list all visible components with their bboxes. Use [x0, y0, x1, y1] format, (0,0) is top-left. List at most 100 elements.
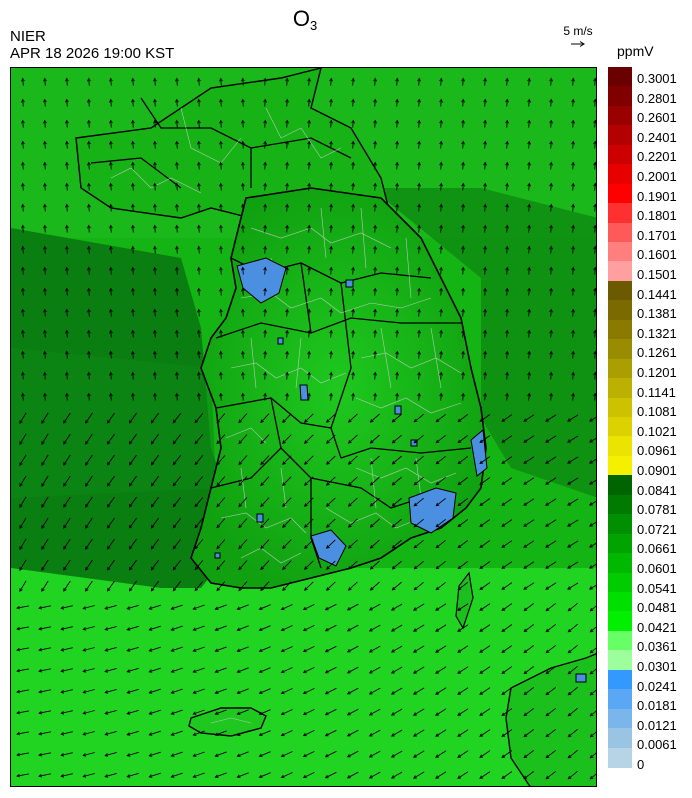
wind-arrowhead — [368, 733, 373, 737]
wind-arrow — [479, 687, 491, 695]
wind-arrowhead — [38, 710, 43, 715]
wind-arrow — [528, 162, 530, 170]
wind-arrowhead — [527, 119, 531, 124]
wind-arrowhead — [368, 691, 373, 695]
wind-arrowhead — [523, 586, 528, 590]
wind-arrow — [352, 372, 354, 380]
wind-arrow — [171, 646, 183, 652]
wind-arrow — [264, 162, 266, 170]
wind-arrowhead — [351, 140, 355, 145]
wind-arrowhead — [567, 418, 571, 422]
wind-arrowhead — [41, 546, 45, 550]
wind-arrowhead — [148, 606, 153, 610]
wind-arrowhead — [43, 392, 47, 397]
wind-arrow — [176, 246, 178, 254]
wind-arrowhead — [263, 308, 267, 313]
wind-arrowhead — [219, 203, 223, 208]
wind-arrow — [264, 351, 266, 359]
wind-arrowhead — [216, 524, 221, 529]
wind-arrow — [572, 267, 574, 275]
wind-arrow — [39, 626, 51, 630]
wind-arrowhead — [241, 119, 245, 124]
wind-arrow — [396, 162, 398, 170]
wind-arrow — [325, 645, 337, 653]
wind-arrow — [39, 731, 51, 735]
wind-arrow — [308, 162, 310, 170]
wind-arrowhead — [369, 523, 374, 528]
wind-arrowhead — [43, 140, 47, 145]
wind-arrow — [330, 267, 332, 275]
wind-arrowhead — [435, 733, 439, 737]
wind-arrow — [436, 497, 446, 507]
wind-arrowhead — [104, 732, 109, 736]
wind-arrowhead — [390, 775, 395, 779]
wind-arrow — [154, 393, 156, 401]
wind-arrowhead — [109, 161, 113, 166]
wind-arrowhead — [501, 607, 506, 612]
wind-arrowhead — [197, 287, 201, 292]
wind-arrow — [590, 647, 596, 654]
wind-arrowhead — [214, 690, 219, 694]
wind-arrowhead — [19, 420, 23, 425]
wind-arrow — [572, 162, 574, 170]
wind-arrowhead — [307, 350, 311, 355]
wind-arrow — [523, 540, 535, 548]
wind-arrowhead — [369, 460, 374, 465]
wind-arrow — [171, 604, 183, 610]
wind-arrow — [149, 751, 161, 757]
wind-arrow — [369, 729, 381, 737]
wind-arrowhead — [85, 419, 89, 424]
wind-arrow — [172, 497, 182, 507]
wind-arrow — [352, 267, 354, 275]
wind-arrow — [440, 351, 442, 359]
wind-arrowhead — [236, 753, 241, 758]
wind-arrowhead — [326, 419, 330, 423]
wind-arrow — [462, 141, 464, 149]
wind-arrow — [107, 433, 115, 445]
wind-arrow — [528, 288, 530, 296]
wind-arrow — [264, 393, 266, 401]
wind-arrow — [330, 330, 332, 338]
wind-arrow — [132, 393, 134, 401]
wind-arrow — [105, 625, 117, 631]
wind-arrowhead — [479, 628, 484, 632]
wind-arrow — [151, 538, 159, 550]
wind-arrow — [22, 309, 24, 317]
wind-arrow — [347, 603, 359, 611]
wind-arrow — [22, 141, 24, 149]
wind-arrow — [484, 141, 486, 149]
wind-arrowhead — [545, 418, 549, 422]
wind-arrow — [590, 605, 596, 612]
colorbar-segment — [608, 242, 632, 262]
wind-arrowhead — [63, 461, 67, 466]
wind-arrow — [88, 246, 90, 254]
wind-arrowhead — [324, 606, 329, 611]
colorbar-segment — [608, 533, 632, 554]
wind-arrow — [220, 204, 222, 212]
colorbar-segment — [608, 144, 632, 165]
wind-arrow — [19, 496, 27, 508]
wind-arrowhead — [545, 502, 549, 506]
wind-arrowhead — [439, 161, 443, 166]
wind-arrow — [479, 477, 491, 485]
wind-arrow — [132, 162, 134, 170]
wind-arrow — [127, 730, 139, 736]
wind-arrowhead — [527, 245, 531, 250]
wind-arrow — [198, 372, 200, 380]
wind-arrowhead — [571, 287, 575, 292]
wind-arrow — [457, 708, 469, 716]
wind-arrowhead — [170, 690, 175, 694]
wind-arrowhead — [148, 648, 153, 652]
wind-arrowhead — [549, 287, 553, 292]
wind-arrowhead — [435, 691, 439, 695]
wind-arrowhead — [43, 77, 47, 82]
wind-arrowhead — [219, 98, 223, 103]
wind-arrow — [264, 225, 266, 233]
wind-arrowhead — [567, 481, 571, 485]
wind-arrowhead — [479, 418, 484, 423]
wind-arrow — [44, 120, 46, 128]
wind-arrowhead — [527, 98, 531, 103]
wind-arrowhead — [368, 754, 373, 758]
wind-arrow — [281, 730, 293, 736]
wind-arrow — [19, 580, 27, 592]
